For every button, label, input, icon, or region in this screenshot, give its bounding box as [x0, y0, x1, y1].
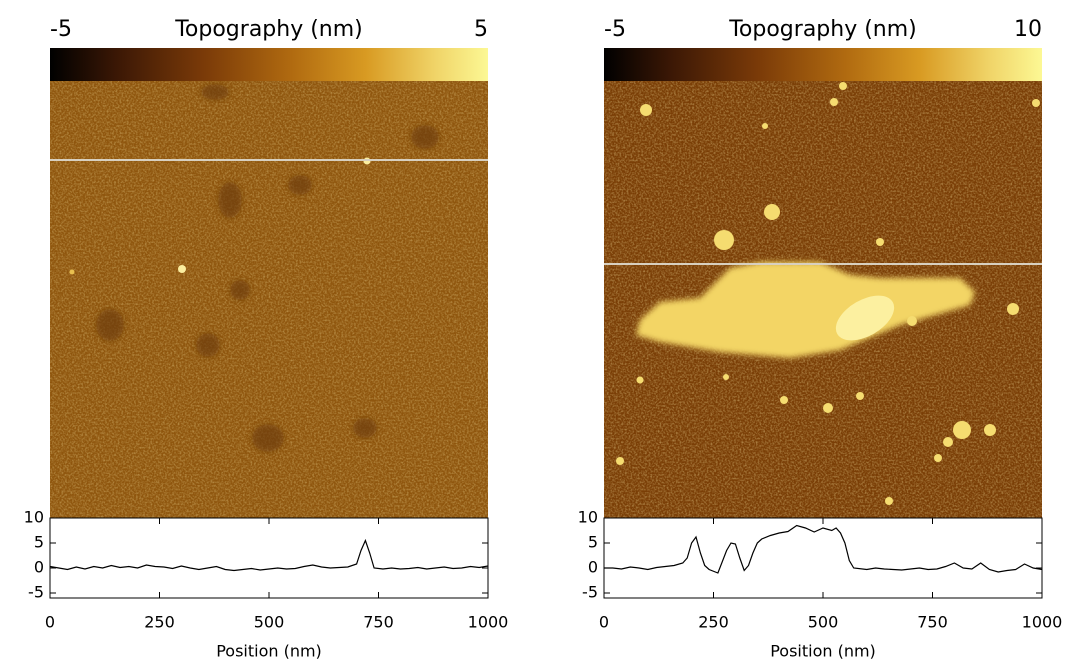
colorbar-min: -5	[604, 17, 626, 42]
x-tick-label: 0	[599, 613, 609, 632]
colorbar-max: 10	[1014, 17, 1042, 42]
y-tick-label: 0	[588, 558, 598, 577]
colorbar-label: Topography (nm)	[174, 17, 363, 42]
x-axis-label: Position (nm)	[770, 642, 876, 661]
y-tick-label: 5	[588, 533, 598, 552]
profile-frame	[49, 517, 489, 599]
profile-line	[604, 524, 1043, 574]
x-tick-label: 750	[917, 613, 948, 632]
x-axis-label: Position (nm)	[216, 642, 322, 661]
y-tick-label: -5	[28, 583, 44, 602]
colorbar	[50, 48, 488, 81]
x-tick-label: 1000	[1022, 613, 1063, 632]
y-tick-label: -5	[582, 583, 598, 602]
colorbar-label: Topography (nm)	[728, 17, 917, 42]
afm-image-right	[604, 81, 1042, 518]
y-tick-label: 10	[578, 508, 598, 527]
x-tick-label: 0	[45, 613, 55, 632]
profile-line	[49, 538, 489, 572]
x-tick-label: 500	[254, 613, 285, 632]
x-tick-label: 250	[144, 613, 175, 632]
y-tick-label: 10	[24, 508, 44, 527]
y-tick-label: 5	[34, 533, 44, 552]
x-tick-label: 1000	[468, 613, 509, 632]
x-tick-label: 250	[698, 613, 729, 632]
colorbar	[604, 48, 1042, 81]
profile-frame	[603, 517, 1043, 599]
afm-image-left	[50, 81, 488, 518]
y-tick-label: 0	[34, 558, 44, 577]
colorbar-min: -5	[50, 17, 72, 42]
colorbar-max: 5	[474, 17, 488, 42]
x-tick-label: 750	[363, 613, 394, 632]
x-tick-label: 500	[808, 613, 839, 632]
